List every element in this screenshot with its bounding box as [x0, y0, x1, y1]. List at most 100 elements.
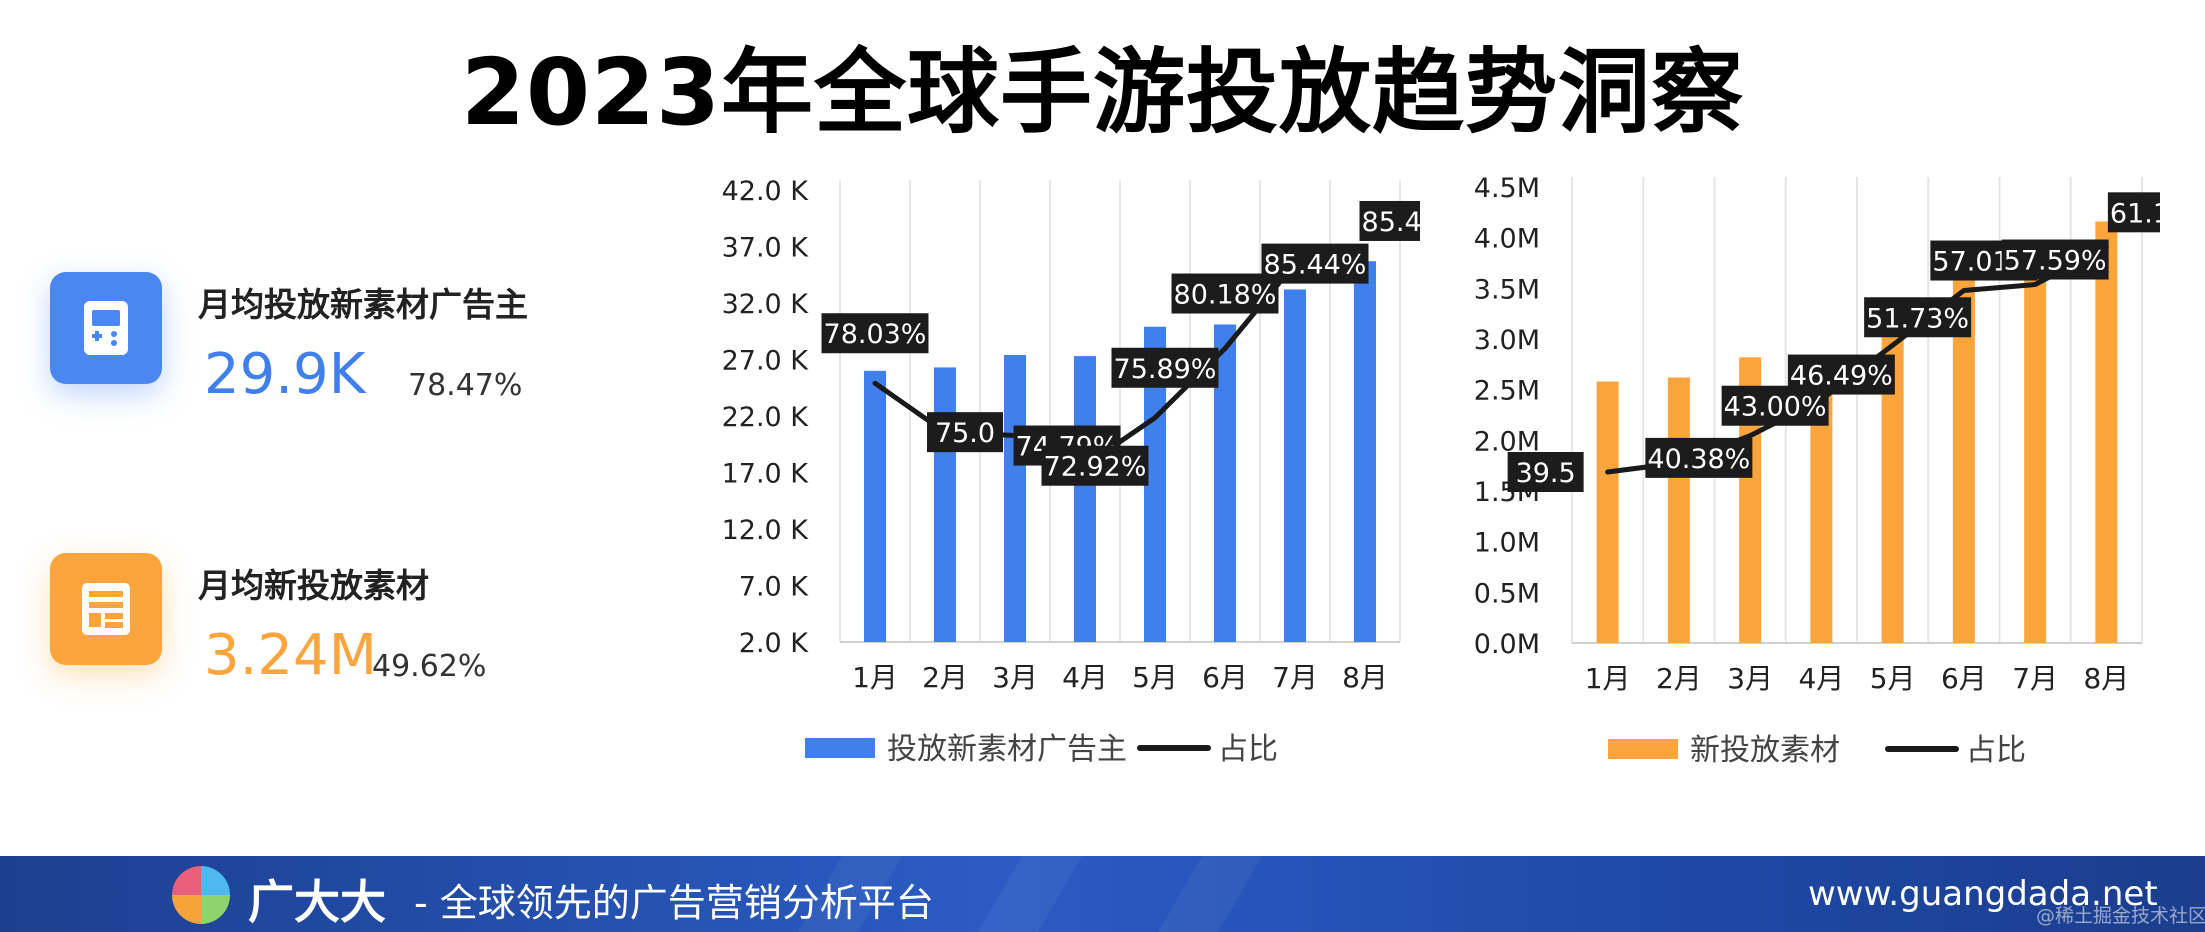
data-label: 85.48% — [1359, 200, 1420, 241]
x-tick-label: 8月 — [1342, 661, 1388, 694]
data-label-box — [2001, 239, 2109, 280]
brand-logo-icon — [172, 866, 230, 924]
data-label: 75.89% — [1111, 347, 1219, 388]
y-tick-label: 0.5M — [1474, 578, 1540, 609]
data-label: 72.92% — [1041, 445, 1149, 486]
footer-url[interactable]: www.guangdada.net — [1808, 874, 2158, 914]
x-tick-label: 8月 — [2083, 662, 2129, 695]
data-label-text: 39.5 — [1516, 458, 1576, 489]
data-label-box — [927, 412, 1003, 453]
footer-banner: 广大大 - 全球领先的广告营销分析平台 www.guangdada.net — [0, 856, 2205, 932]
bar — [2024, 266, 2047, 643]
data-label-text: 80.18% — [1174, 280, 1277, 311]
bar — [2095, 221, 2118, 643]
document-icon — [50, 553, 162, 665]
bar — [1952, 251, 1975, 643]
x-tick-label: 1月 — [852, 661, 898, 694]
kpi-percent: 78.47% — [408, 368, 523, 403]
x-tick-label: 7月 — [1272, 661, 1318, 694]
data-label-box — [821, 313, 929, 354]
x-tick-label: 3月 — [1727, 662, 1773, 695]
kpi-new-materials: 月均新投放素材 3.24M 49.62% — [50, 553, 670, 713]
data-label-text: 75.89% — [1114, 354, 1217, 385]
legend-line-label: 占比 — [1966, 733, 2026, 768]
data-label-box — [1507, 452, 1584, 492]
kpi-label: 月均投放新素材广告主 — [198, 285, 528, 324]
data-label-text: 40.38% — [1647, 444, 1750, 475]
data-label-text: 72.92% — [1044, 452, 1147, 483]
x-tick-label: 4月 — [1062, 661, 1108, 694]
x-tick-label: 5月 — [1870, 662, 1916, 695]
legend-bar-swatch — [805, 738, 875, 758]
y-tick-label: 32.0 K — [722, 289, 810, 320]
x-tick-label: 2月 — [922, 661, 968, 694]
y-tick-label: 27.0 K — [722, 346, 810, 377]
bar — [1667, 377, 1690, 643]
bar — [1739, 357, 1762, 643]
data-label-box — [1111, 347, 1219, 388]
chart-materials-svg: 4.5M4.0M3.5M3.0M2.5M2.0M1.5M1.0M0.5M0.0M… — [1474, 173, 2160, 768]
y-tick-label: 12.0 K — [722, 515, 810, 546]
data-label-box — [1645, 437, 1753, 478]
data-label: 75.0 — [927, 412, 1003, 453]
legend-bar-label: 投放新素材广告主 — [887, 732, 1127, 767]
data-label-box — [1359, 200, 1420, 241]
x-tick-label: 6月 — [1941, 662, 1987, 695]
bar — [1144, 326, 1166, 642]
y-tick-label: 42.0 K — [722, 176, 810, 207]
kpi-advertisers: 月均投放新素材广告主 29.9K 78.47% — [50, 272, 670, 432]
bar — [934, 367, 956, 642]
y-tick-label: 4.0M — [1474, 224, 1540, 255]
data-label-text: 78.03% — [824, 319, 927, 350]
chart-materials: 4.5M 4.0M 3.5M 3.0M 2.5M 2.0M 1.5M 1.0M 0.5M 0.0M… — [1440, 165, 2160, 785]
bar — [1354, 261, 1376, 642]
kpi-percent: 49.62% — [372, 649, 487, 684]
x-tick-label: 4月 — [1798, 662, 1844, 695]
game-device-icon — [50, 272, 162, 384]
y-tick-label: 2.0 K — [739, 628, 810, 659]
data-label: 40.38% — [1645, 437, 1753, 478]
data-label: 57.59% — [2001, 239, 2109, 280]
legend-bar-swatch — [1608, 739, 1678, 759]
y-tick-label: 3.0M — [1474, 325, 1540, 356]
watermark: @稀土掘金技术社区 — [2036, 905, 2205, 927]
data-label-text: 51.73% — [1866, 303, 1969, 334]
y-tick-label: 17.0 K — [722, 459, 810, 490]
x-tick-label: 6月 — [1202, 661, 1248, 694]
x-tick-label: 5月 — [1132, 661, 1178, 694]
data-label-box — [1261, 243, 1369, 284]
data-label: 61.18% — [2107, 192, 2160, 233]
y-tick-label: 1.0M — [1474, 528, 1540, 559]
x-tick-label: 2月 — [1656, 662, 1702, 695]
data-label-box — [2107, 192, 2160, 233]
footer-slogan: - 全球领先的广告营销分析平台 — [414, 881, 934, 925]
bar — [1810, 359, 1833, 643]
data-label-text: 57.59% — [2004, 246, 2107, 277]
data-label-box — [1171, 273, 1279, 314]
y-tick-label: 37.0 K — [722, 233, 810, 264]
data-label: 78.03% — [821, 313, 929, 354]
kpi-value: 29.9K — [204, 342, 366, 407]
data-label-text: 46.49% — [1790, 361, 1893, 392]
data-label: 85.44% — [1261, 243, 1369, 284]
data-label: 39.5 — [1507, 452, 1584, 492]
data-label-text: 85.44% — [1264, 250, 1367, 281]
kpi-label: 月均新投放素材 — [198, 566, 429, 605]
legend-line-label: 占比 — [1218, 732, 1278, 767]
data-label-text: 61.18% — [2110, 198, 2160, 229]
data-label-box — [1041, 445, 1149, 486]
x-tick-label: 1月 — [1585, 662, 1631, 695]
y-tick-label: 0.0M — [1474, 629, 1540, 660]
kpi-value: 3.24M — [204, 623, 378, 688]
chart-advertisers-svg: 42.0 K 37.0 K 32.0 K 27.0 K 22.0 K 17.0 K 12.0… — [722, 176, 1420, 767]
y-tick-label: 4.5M — [1474, 173, 1540, 204]
page-title: 2023年全球手游投放趋势洞察 — [460, 39, 1745, 146]
data-label: 80.18% — [1171, 273, 1279, 314]
x-tick-label: 7月 — [2012, 662, 2058, 695]
chart-advertisers: 42.0 K 37.0 K 32.0 K 27.0 K 22.0 K 17.0 K 12.0… — [700, 165, 1420, 785]
bar — [1004, 354, 1026, 642]
bar — [864, 370, 886, 642]
y-tick-label: 3.5M — [1474, 274, 1540, 305]
bar — [1284, 289, 1306, 642]
data-label-text: 75.0 — [935, 418, 995, 449]
